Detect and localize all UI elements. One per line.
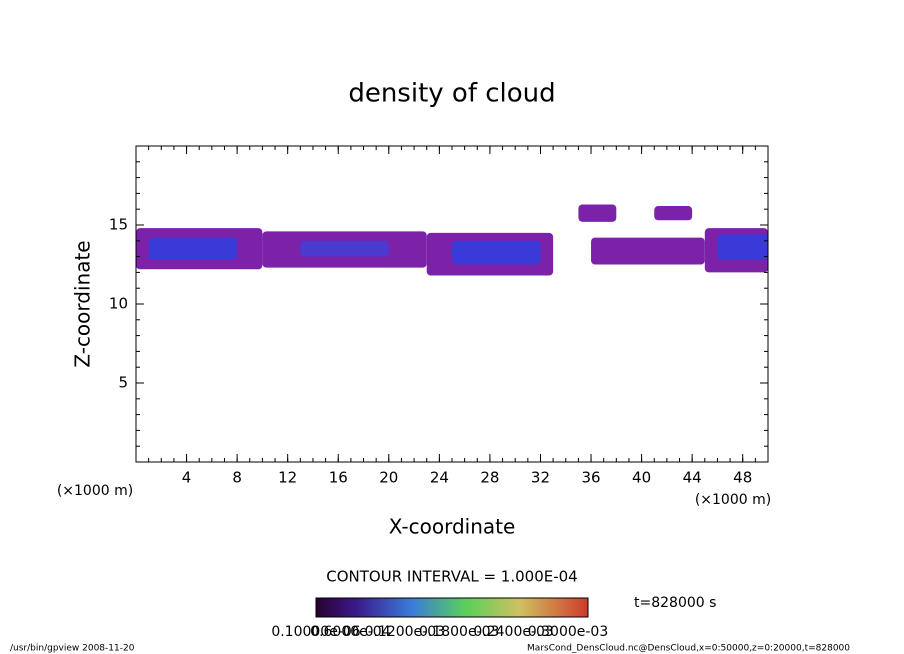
cloud-patch [591, 237, 705, 265]
colorbar [315, 597, 589, 618]
y-tick-label: 10 [109, 295, 128, 313]
x-tick-label: 40 [632, 469, 651, 487]
x-tick-label: 28 [480, 469, 499, 487]
cloud-patch [300, 240, 389, 257]
colorbar-label: 0.1200e-03 [365, 624, 445, 640]
contour-note: CONTOUR INTERVAL = 1.000E-04 [326, 568, 577, 586]
cloud-patch [654, 206, 693, 221]
x-units: (×1000 m) [57, 483, 133, 499]
x-tick-label: 12 [278, 469, 297, 487]
colorbar-label: 0.6000e-04 [310, 624, 391, 640]
y-tick-label: 5 [118, 374, 128, 392]
time-note: t=828000 s [634, 595, 716, 611]
y-axis-label: Z-coordinate [71, 240, 95, 367]
colorbar-label: 0.2400e-03 [473, 624, 553, 640]
x-tick-label: 32 [531, 469, 550, 487]
x-tick-label: 36 [581, 469, 600, 487]
chart-title: density of cloud [348, 79, 555, 109]
colorbar-label: 0.10000e-06 [271, 624, 360, 640]
footer: MarsCond_DensCloud.nc@DensCloud,x=0:5000… [527, 644, 850, 654]
plot-frame [135, 145, 769, 463]
x-tick-label: 16 [329, 469, 348, 487]
cloud-patch [578, 204, 617, 222]
cloud-patch [148, 237, 238, 260]
cloud-patch [717, 234, 768, 260]
colorbar-label: 0.3000e-03 [528, 624, 608, 640]
x-tick-label: 4 [182, 469, 192, 487]
x-tick-label: 24 [430, 469, 449, 487]
footer: /usr/bin/gpview 2008-11-20 [10, 644, 135, 654]
x-tick-label: 48 [733, 469, 752, 487]
cloud-patch [452, 240, 541, 265]
x-tick-label: 8 [232, 469, 242, 487]
x-tick-label: 20 [379, 469, 398, 487]
y-tick-label: 15 [109, 216, 128, 234]
x-axis-label: X-coordinate [389, 515, 516, 539]
x-units: (×1000 m) [695, 492, 771, 508]
x-tick-label: 44 [683, 469, 702, 487]
colorbar-label: 0.1800e-03 [419, 624, 499, 640]
